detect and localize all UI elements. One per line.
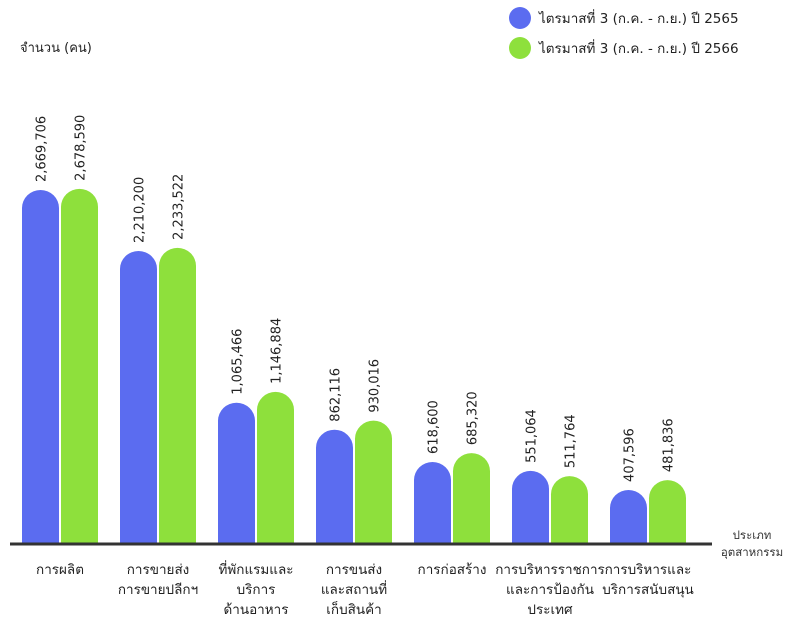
category-label: การบริหารและ bbox=[605, 562, 692, 578]
legend-swatch bbox=[509, 37, 531, 59]
value-labels: 2,669,706 2,678,590 2,210,200 2,233,522 1,06… bbox=[35, 115, 677, 482]
category-label: ประเทศ bbox=[527, 602, 573, 618]
category-label: การก่อสร้าง bbox=[418, 562, 487, 578]
category-label: การขายปลีกฯ bbox=[118, 582, 198, 598]
category-label: และการป้องกัน bbox=[506, 582, 594, 598]
bar-2566-3 bbox=[355, 420, 392, 544]
value-label: 2,210,200 bbox=[133, 177, 148, 243]
value-label: 2,669,706 bbox=[35, 116, 50, 182]
bar-2566-6 bbox=[649, 480, 686, 544]
value-label: 551,064 bbox=[525, 409, 540, 463]
value-label: 511,764 bbox=[564, 414, 579, 468]
value-label: 2,678,590 bbox=[74, 115, 89, 181]
category-label: การขนส่ง bbox=[326, 562, 382, 578]
bar-2565-6 bbox=[610, 489, 647, 544]
bar-2565-2 bbox=[218, 402, 255, 544]
category-label: การผลิต bbox=[36, 562, 84, 578]
legend-label: ไตรมาสที่ 3 (ก.ค. - ก.ย.) ปี 2566 bbox=[538, 39, 739, 57]
value-label: 1,065,466 bbox=[231, 329, 246, 395]
bar-2566-2 bbox=[257, 391, 294, 544]
bar-2565-3 bbox=[316, 429, 353, 544]
value-label: 1,146,884 bbox=[270, 318, 285, 384]
bar-2565-1 bbox=[120, 250, 157, 544]
value-label: 481,836 bbox=[662, 418, 677, 472]
category-label: ด้านอาหาร bbox=[224, 602, 289, 618]
category-label: บริการ bbox=[237, 582, 276, 598]
category-label: การบริหารราชการ bbox=[495, 562, 605, 578]
value-label: 618,600 bbox=[427, 400, 442, 454]
category-label: ที่พักแรมและ bbox=[218, 560, 293, 578]
category-label: การขายส่ง bbox=[127, 562, 190, 578]
value-label: 685,320 bbox=[466, 391, 481, 445]
legend-label: ไตรมาสที่ 3 (ก.ค. - ก.ย.) ปี 2565 bbox=[538, 9, 739, 27]
legend: ไตรมาสที่ 3 (ก.ค. - ก.ย.) ปี 2565 ไตรมาสท… bbox=[509, 7, 739, 59]
legend-swatch bbox=[509, 7, 531, 29]
bar-2566-5 bbox=[551, 476, 588, 544]
value-label: 930,016 bbox=[368, 359, 383, 413]
y-axis-label: จำนวน (คน) bbox=[20, 41, 92, 56]
x-axis-label-line: อุตสาหกรรม bbox=[721, 545, 783, 559]
value-label: 2,233,522 bbox=[172, 174, 187, 240]
bar-2566-0 bbox=[61, 188, 98, 544]
bar-2565-5 bbox=[512, 470, 549, 544]
category-label: และสถานที่ bbox=[321, 580, 387, 598]
value-label: 407,596 bbox=[623, 428, 638, 482]
bar-2566-1 bbox=[159, 247, 196, 544]
x-axis-label-line: ประเภท bbox=[733, 528, 772, 542]
category-label: เก็บสินค้า bbox=[326, 600, 381, 618]
bar-2565-4 bbox=[414, 461, 452, 544]
bar-2565-0 bbox=[22, 190, 59, 544]
value-label: 862,116 bbox=[329, 368, 344, 422]
bar-2566-4 bbox=[453, 453, 490, 544]
bars bbox=[22, 188, 686, 544]
category-label: บริการสนับสนุน bbox=[602, 582, 694, 598]
